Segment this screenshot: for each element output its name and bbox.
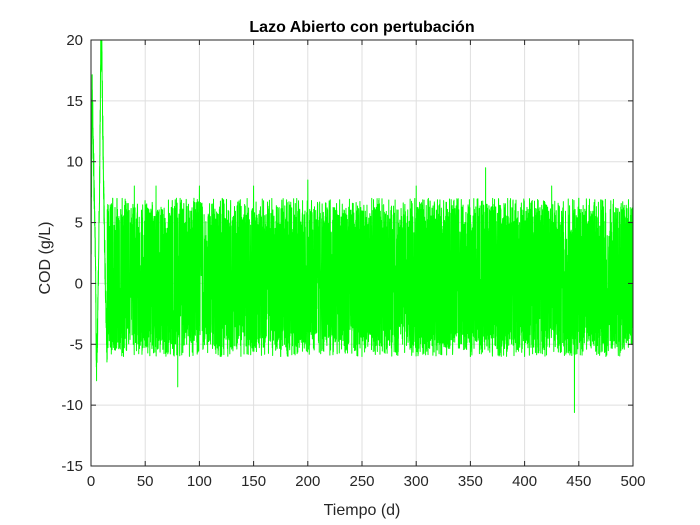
x-tick-label: 500 bbox=[620, 473, 645, 490]
x-tick-label: 50 bbox=[137, 473, 154, 490]
y-tick-label: -15 bbox=[61, 458, 83, 475]
x-tick-label: 0 bbox=[87, 473, 95, 490]
y-tick-label: 15 bbox=[66, 93, 83, 110]
y-tick-label: -5 bbox=[70, 336, 83, 353]
x-tick-label: 150 bbox=[241, 473, 266, 490]
y-tick-label: 5 bbox=[75, 215, 83, 232]
x-tick-label: 450 bbox=[566, 473, 591, 490]
y-tick-label: 0 bbox=[75, 275, 83, 292]
x-tick-label: 200 bbox=[295, 473, 320, 490]
tick-marks: 0 50 100 150 200 250 300 350 400 450 500 -15 -10 -5 0 5… bbox=[61, 32, 645, 490]
y-tick-label: 10 bbox=[66, 154, 83, 171]
chart-title: Lazo Abierto con pertubación bbox=[249, 19, 474, 36]
x-tick-label: 300 bbox=[404, 473, 429, 490]
x-axis-label: Tiempo (d) bbox=[324, 502, 401, 519]
x-tick-label: 100 bbox=[187, 473, 212, 490]
x-tick-label: 250 bbox=[349, 473, 374, 490]
y-axis-label: COD (g/L) bbox=[37, 222, 54, 295]
x-tick-label: 400 bbox=[512, 473, 537, 490]
y-tick-label: 20 bbox=[66, 32, 83, 49]
x-tick-label: 350 bbox=[458, 473, 483, 490]
series-line bbox=[91, 40, 633, 413]
y-tick-label: -10 bbox=[61, 397, 83, 414]
